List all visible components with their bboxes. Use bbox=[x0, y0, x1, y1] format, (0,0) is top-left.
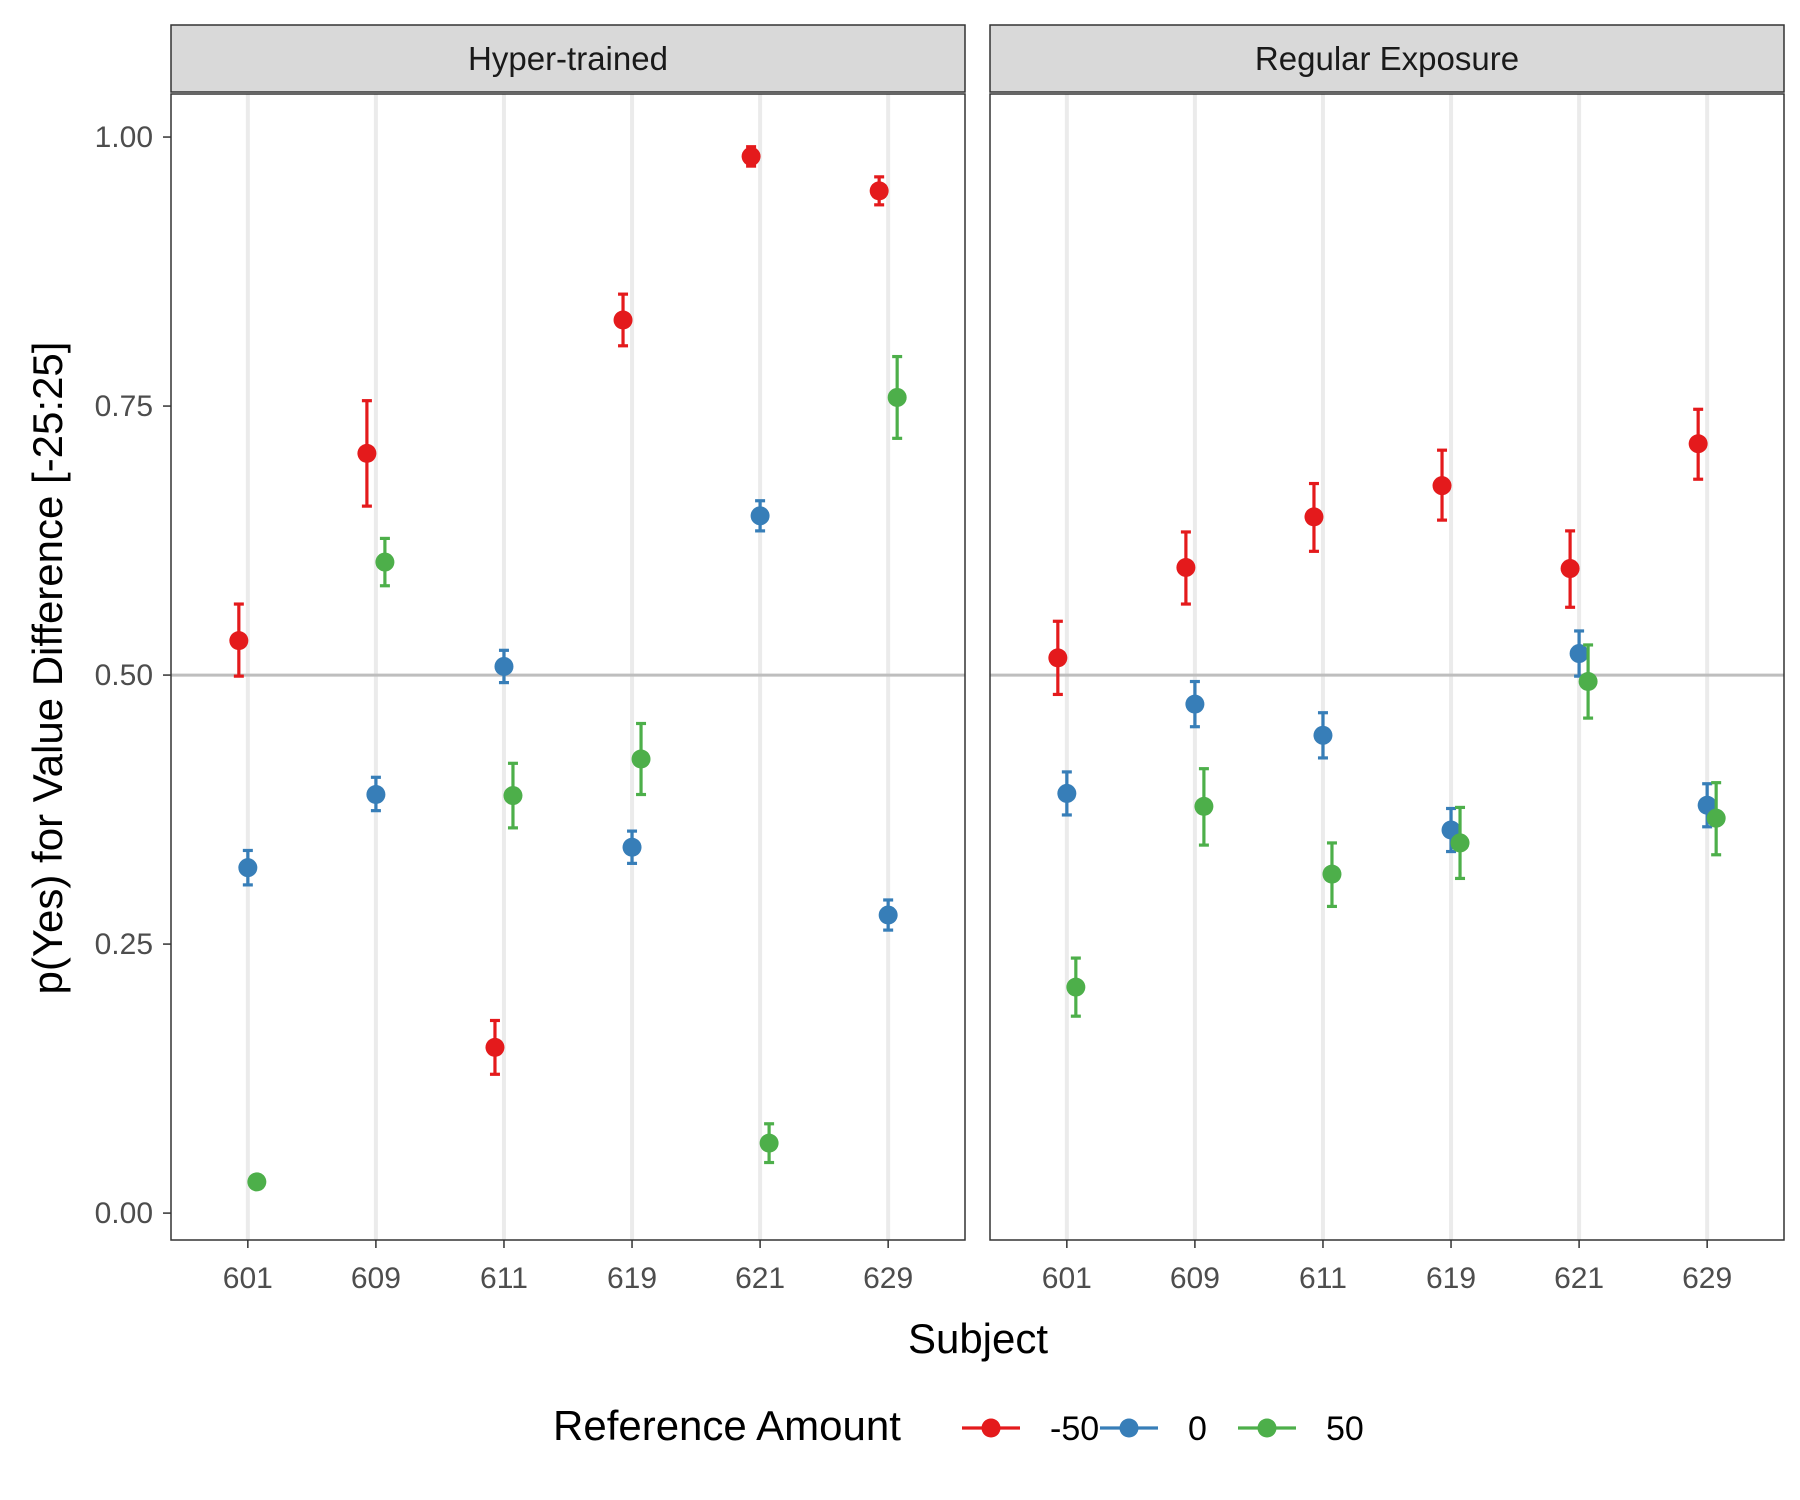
data-point bbox=[750, 506, 770, 526]
series--50 bbox=[1048, 407, 1708, 697]
data-point bbox=[869, 181, 889, 201]
y-axis-title: p(Yes) for Value Difference [-25:25] bbox=[24, 342, 71, 995]
legend-key-point bbox=[1119, 1418, 1139, 1438]
legend-key-point bbox=[981, 1418, 1001, 1438]
panel-strip-regular-exposure: Regular Exposure bbox=[989, 24, 1785, 93]
x-tick-label: 611 bbox=[480, 1262, 528, 1295]
x-tick-label: 609 bbox=[1170, 1262, 1220, 1295]
data-point bbox=[887, 387, 907, 407]
panel-regular-exposure bbox=[989, 93, 1785, 1241]
data-point bbox=[247, 1172, 267, 1192]
legend-item-0: 0 bbox=[1100, 1410, 1207, 1448]
panel-title-hyper-trained: Hyper-trained bbox=[468, 40, 668, 77]
data-point bbox=[878, 905, 898, 925]
data-point bbox=[1313, 725, 1333, 745]
y-tick-label: 1.00 bbox=[95, 121, 153, 154]
data-point bbox=[759, 1133, 779, 1153]
legend-label: -50 bbox=[1050, 1410, 1099, 1448]
series-0 bbox=[238, 499, 898, 932]
y-axis: 0.00 0.25 0.50 0.75 1.00 bbox=[95, 121, 171, 1230]
data-point bbox=[1578, 672, 1598, 692]
x-tick-label: 601 bbox=[1042, 1262, 1092, 1295]
series-50 bbox=[247, 354, 907, 1192]
legend-label: 0 bbox=[1188, 1410, 1207, 1448]
panel-border bbox=[170, 93, 966, 1241]
series-50 bbox=[1066, 643, 1726, 1018]
data-point bbox=[485, 1037, 505, 1057]
legend-title: Reference Amount bbox=[553, 1402, 901, 1449]
panel-hyper-trained bbox=[170, 93, 966, 1241]
x-tick-label: 621 bbox=[1554, 1262, 1604, 1295]
data-point bbox=[631, 749, 651, 769]
data-point bbox=[1560, 559, 1580, 579]
series-0 bbox=[1057, 629, 1717, 854]
legend-label: 50 bbox=[1326, 1410, 1364, 1448]
data-point bbox=[613, 310, 633, 330]
legend: Reference Amount -50 0 50 bbox=[553, 1402, 1364, 1449]
panel-title-regular-exposure: Regular Exposure bbox=[1255, 40, 1519, 77]
data-point bbox=[503, 786, 523, 806]
x-tick-label: 609 bbox=[351, 1262, 401, 1295]
y-tick-label: 0.00 bbox=[95, 1197, 153, 1230]
y-tick-label: 0.50 bbox=[95, 659, 153, 692]
x-axis: 601 609 611 619 621 629 601 609 611 619 621 629 bbox=[223, 1240, 1732, 1295]
series--50 bbox=[229, 145, 889, 1076]
x-tick-label: 621 bbox=[735, 1262, 785, 1295]
data-point bbox=[1057, 783, 1077, 803]
data-point bbox=[1176, 557, 1196, 577]
data-point bbox=[1048, 648, 1068, 668]
data-point bbox=[1432, 476, 1452, 496]
x-tick-label: 629 bbox=[863, 1262, 913, 1295]
data-point bbox=[1194, 796, 1214, 816]
data-point bbox=[229, 631, 249, 651]
data-point bbox=[357, 443, 377, 463]
data-point bbox=[375, 552, 395, 572]
x-tick-label: 619 bbox=[1426, 1262, 1476, 1295]
panel-border bbox=[989, 93, 1785, 1241]
data-point bbox=[1304, 507, 1324, 527]
x-tick-label: 619 bbox=[607, 1262, 657, 1295]
panel-strip-hyper-trained: Hyper-trained bbox=[170, 24, 966, 93]
x-tick-label: 611 bbox=[1299, 1262, 1347, 1295]
legend-keys: -50 0 50 bbox=[962, 1410, 1364, 1448]
data-point bbox=[238, 858, 258, 878]
y-tick-label: 0.25 bbox=[95, 928, 153, 961]
data-point bbox=[1185, 694, 1205, 714]
data-point bbox=[1066, 977, 1086, 997]
legend-item--50: -50 bbox=[962, 1410, 1099, 1448]
data-point bbox=[1450, 833, 1470, 853]
data-point bbox=[366, 785, 386, 805]
x-tick-label: 601 bbox=[223, 1262, 273, 1295]
y-tick-label: 0.75 bbox=[95, 390, 153, 423]
legend-key-point bbox=[1257, 1418, 1277, 1438]
x-axis-title: Subject bbox=[908, 1315, 1048, 1362]
data-point bbox=[1322, 864, 1342, 884]
data-point bbox=[741, 146, 761, 166]
data-point bbox=[1569, 644, 1589, 664]
data-point bbox=[622, 837, 642, 857]
data-point bbox=[494, 656, 514, 676]
legend-item-50: 50 bbox=[1238, 1410, 1364, 1448]
x-tick-label: 629 bbox=[1682, 1262, 1732, 1295]
data-point bbox=[1688, 434, 1708, 454]
data-point bbox=[1706, 808, 1726, 828]
